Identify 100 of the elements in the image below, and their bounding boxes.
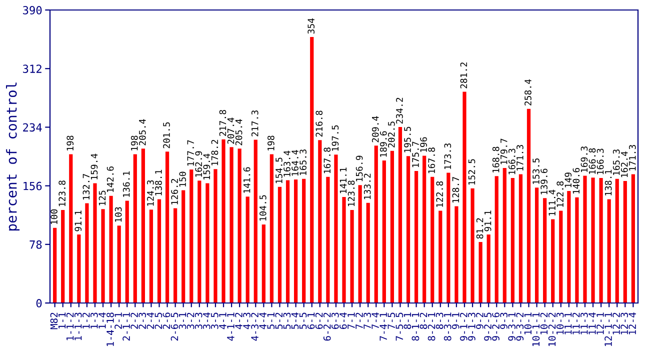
x-tick-label: 8-3-1 xyxy=(444,312,452,341)
data-label: 163.4 xyxy=(284,150,290,176)
x-tick-label: 1-1-3 xyxy=(74,312,82,340)
data-label: 198 xyxy=(268,136,274,150)
bar xyxy=(382,160,386,303)
data-label: 138.1 xyxy=(604,170,612,196)
data-label: 234.2 xyxy=(396,98,403,124)
bar xyxy=(326,176,330,303)
x-tick-label: 2-3 xyxy=(138,312,146,329)
bar xyxy=(262,224,266,303)
bar xyxy=(575,197,579,303)
x-tick-label: 10-2 xyxy=(540,312,548,334)
bar xyxy=(470,188,474,303)
bar xyxy=(494,176,498,303)
data-label: 173.3 xyxy=(444,144,452,169)
bar xyxy=(157,199,162,303)
bar xyxy=(133,154,137,303)
x-tick-label: 3-4 xyxy=(202,312,210,329)
x-tick-label: 11-4 xyxy=(588,312,596,334)
y-tick-label: 156 xyxy=(24,182,42,190)
bar xyxy=(174,208,178,303)
data-label: 354 xyxy=(308,18,315,34)
x-tick-label: 4-3-2 xyxy=(251,312,258,341)
bar xyxy=(61,210,65,303)
data-label: 152.5 xyxy=(468,159,476,185)
bar xyxy=(302,178,306,303)
x-tick-label: 6-2-2 xyxy=(323,312,331,341)
bar xyxy=(238,148,242,303)
data-label: 168.8 xyxy=(492,146,500,172)
data-label: 123.8 xyxy=(348,180,355,206)
x-tick-label: 6-1 xyxy=(307,312,315,329)
x-tick-label: 1-1-2 xyxy=(66,312,74,340)
data-label: 153.5 xyxy=(532,158,540,184)
bar xyxy=(254,140,258,303)
bar xyxy=(583,176,587,303)
data-label: 167.8 xyxy=(428,148,436,174)
x-tick-label: M82 xyxy=(50,312,58,330)
x-tick-label: 12-2 xyxy=(612,312,620,334)
data-label: 128.7 xyxy=(452,177,460,202)
data-label: 197.5 xyxy=(332,125,339,151)
y-axis-title: percent of control xyxy=(6,82,20,230)
data-label: 167.8 xyxy=(324,148,331,174)
data-label: 141.6 xyxy=(243,167,250,193)
x-tick-label: 8-3 xyxy=(436,312,444,329)
x-tick-label: 10-2-2 xyxy=(548,312,556,346)
bar xyxy=(502,168,506,303)
x-tick-label: 10-3 xyxy=(556,312,564,334)
x-tick-label: 2-6-5 xyxy=(170,312,178,341)
bar xyxy=(599,178,603,303)
bar xyxy=(310,37,314,303)
bar xyxy=(526,108,531,303)
data-label: 171.3 xyxy=(516,145,524,170)
bar xyxy=(109,196,113,303)
data-label: 201.5 xyxy=(163,122,170,148)
bar xyxy=(246,196,250,303)
x-tick-label: 1-4 xyxy=(98,312,106,328)
data-label: 178.2 xyxy=(211,140,218,166)
x-tick-label: 6-3 xyxy=(331,312,339,329)
x-tick-label: 7-2 xyxy=(356,312,363,329)
bar xyxy=(222,139,226,303)
x-tick-label: 8-1 xyxy=(404,312,412,329)
data-label: 281.2 xyxy=(460,62,468,88)
data-label: 165.3 xyxy=(612,150,620,175)
x-tick-label: 4-1-1 xyxy=(227,312,234,341)
data-label: 132.7 xyxy=(82,174,90,200)
data-label: 91.1 xyxy=(74,210,82,232)
x-tick-label: 5-4 xyxy=(291,312,299,329)
bar xyxy=(101,209,105,303)
bar xyxy=(182,190,186,303)
data-label: 122.8 xyxy=(436,181,444,207)
bar xyxy=(165,152,170,303)
x-tick-label: 5-5 xyxy=(299,312,307,329)
data-label: 103 xyxy=(114,207,122,222)
bar xyxy=(270,154,274,303)
x-tick-label: 7-5-5 xyxy=(396,312,404,341)
data-label: 122.8 xyxy=(556,181,564,207)
bar xyxy=(230,147,234,303)
bar xyxy=(53,228,57,303)
bar xyxy=(510,178,514,303)
bar xyxy=(198,180,202,303)
x-tick-label: 2-4 xyxy=(146,312,154,329)
bar xyxy=(350,210,354,303)
data-label: 165.3 xyxy=(300,150,306,175)
bar xyxy=(117,226,121,303)
data-label: 217.3 xyxy=(251,110,258,136)
y-tick-label: 390 xyxy=(23,6,42,14)
data-label: 91.1 xyxy=(484,210,492,232)
data-label: 217.8 xyxy=(219,110,226,136)
x-tick-label: 5-1 xyxy=(267,312,275,329)
x-tick-label: 5-3 xyxy=(283,312,291,329)
x-tick-label: 9-1 xyxy=(452,312,460,329)
data-label: 139.6 xyxy=(540,168,548,194)
data-label: 207.4 xyxy=(227,118,234,144)
x-tick-label: 7-1 xyxy=(348,312,355,329)
x-tick-label: 6-4 xyxy=(339,312,347,329)
data-label: 258.4 xyxy=(524,79,532,106)
bar xyxy=(591,178,595,303)
data-label: 124.3 xyxy=(147,180,154,206)
bar xyxy=(414,171,418,303)
bar xyxy=(214,169,218,303)
